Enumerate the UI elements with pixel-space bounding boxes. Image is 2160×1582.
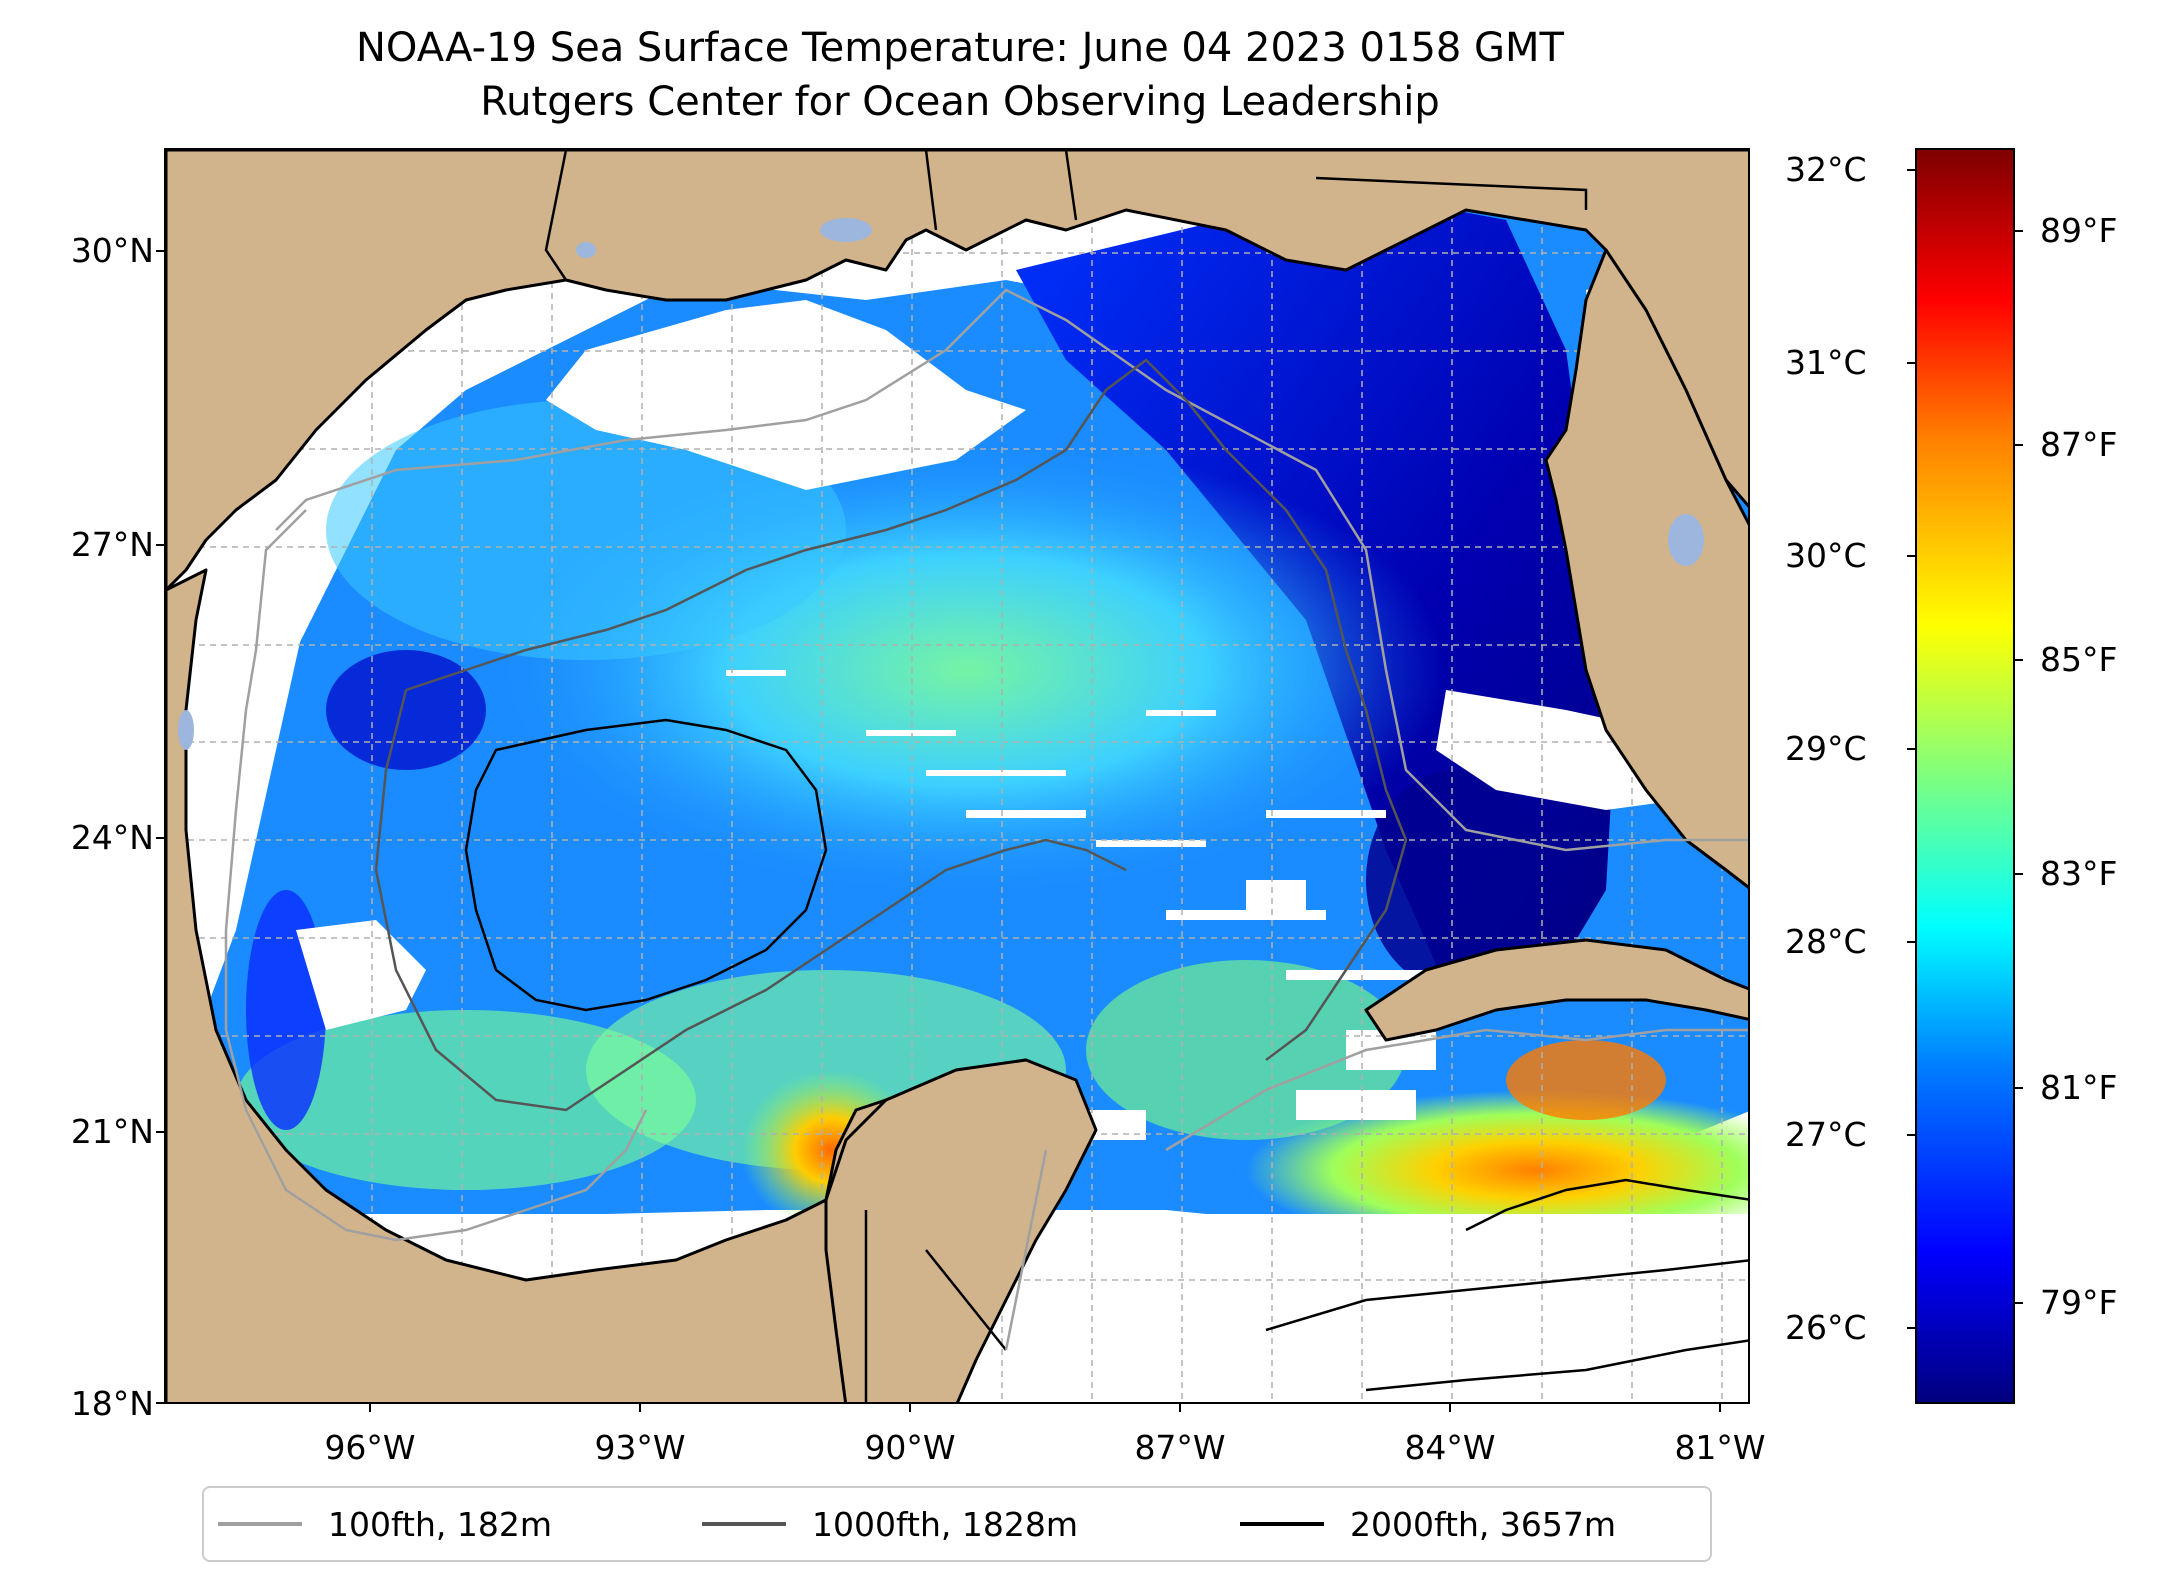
lon-label-96w: 96°W <box>324 1428 416 1467</box>
map-title: NOAA-19 Sea Surface Temperature: June 04… <box>355 25 1564 71</box>
celsius-tick <box>1907 748 1916 750</box>
legend-swatch-100fth <box>218 1522 302 1526</box>
lat-tick <box>156 1402 165 1404</box>
celsius-tick <box>1907 941 1916 943</box>
fahrenheit-tick <box>2014 1302 2023 1304</box>
yucatan-peninsula <box>824 1058 1098 1402</box>
land-masses <box>166 150 1748 1402</box>
fahrenheit-label-79: 79°F <box>2040 1283 2118 1322</box>
lon-label-90w: 90°W <box>864 1428 956 1467</box>
lon-label-93w: 93°W <box>594 1428 686 1467</box>
lon-tick <box>369 1403 371 1412</box>
fahrenheit-label-81: 81°F <box>2040 1068 2118 1107</box>
celsius-label-31: 31°C <box>1785 343 1867 382</box>
fahrenheit-tick <box>2014 873 2023 875</box>
lat-label-21n: 21°N <box>70 1112 154 1151</box>
fahrenheit-label-89: 89°F <box>2040 211 2118 250</box>
legend-item-100fth: 100fth, 182m <box>218 1488 552 1560</box>
fahrenheit-tick <box>2014 659 2023 661</box>
lakes <box>178 218 1704 750</box>
celsius-label-32: 32°C <box>1785 150 1867 189</box>
lat-tick <box>156 250 165 252</box>
lat-tick <box>156 544 165 546</box>
contour-1000fth <box>374 358 1408 1112</box>
fahrenheit-label-83: 83°F <box>2040 854 2118 893</box>
contour-2000fth <box>464 718 1748 1392</box>
temperature-colorbar <box>1915 148 2015 1404</box>
fahrenheit-label-87: 87°F <box>2040 425 2118 464</box>
bathymetry-contours <box>224 288 1748 1392</box>
lat-tick <box>156 837 165 839</box>
legend-label-2000fth: 2000fth, 3657m <box>1350 1504 1616 1544</box>
celsius-label-30: 30°C <box>1785 536 1867 575</box>
lon-label-81w: 81°W <box>1674 1428 1766 1467</box>
celsius-tick <box>1907 169 1916 171</box>
celsius-tick <box>1907 362 1916 364</box>
lon-tick <box>1719 1403 1721 1412</box>
lon-tick <box>1449 1403 1451 1412</box>
celsius-label-26: 26°C <box>1785 1308 1867 1347</box>
celsius-tick <box>1907 1327 1916 1329</box>
legend-label-1000fth: 1000fth, 1828m <box>812 1504 1078 1544</box>
lon-tick <box>909 1403 911 1412</box>
celsius-tick <box>1907 555 1916 557</box>
sst-map <box>164 148 1750 1404</box>
legend-swatch-1000fth <box>702 1522 786 1526</box>
lat-tick <box>156 1131 165 1133</box>
lon-label-87w: 87°W <box>1134 1428 1226 1467</box>
bathymetry-legend: 100fth, 182m 1000fth, 1828m 2000fth, 365… <box>202 1486 1712 1562</box>
celsius-tick <box>1907 1134 1916 1136</box>
legend-item-2000fth: 2000fth, 3657m <box>1240 1488 1616 1560</box>
florida-peninsula <box>1544 248 1748 889</box>
lon-tick <box>639 1403 641 1412</box>
legend-swatch-2000fth <box>1240 1522 1324 1526</box>
legend-item-1000fth: 1000fth, 1828m <box>702 1488 1078 1560</box>
lat-label-27n: 27°N <box>70 525 154 564</box>
celsius-label-27: 27°C <box>1785 1115 1867 1154</box>
lat-label-18n: 18°N <box>70 1384 154 1423</box>
celsius-label-29: 29°C <box>1785 729 1867 768</box>
legend-label-100fth: 100fth, 182m <box>328 1504 552 1544</box>
contour-100fth <box>224 288 1748 1351</box>
lon-label-84w: 84°W <box>1404 1428 1496 1467</box>
celsius-label-28: 28°C <box>1785 922 1867 961</box>
lat-label-24n: 24°N <box>70 818 154 857</box>
fahrenheit-tick <box>2014 1087 2023 1089</box>
lat-label-30n: 30°N <box>70 231 154 270</box>
fahrenheit-tick <box>2014 444 2023 446</box>
political-borders <box>544 150 1588 1402</box>
fahrenheit-tick <box>2014 230 2023 232</box>
lon-tick <box>1179 1403 1181 1412</box>
map-subtitle: Rutgers Center for Ocean Observing Leade… <box>480 79 1440 125</box>
cuba-island <box>1364 938 1748 1042</box>
fahrenheit-label-85: 85°F <box>2040 640 2118 679</box>
